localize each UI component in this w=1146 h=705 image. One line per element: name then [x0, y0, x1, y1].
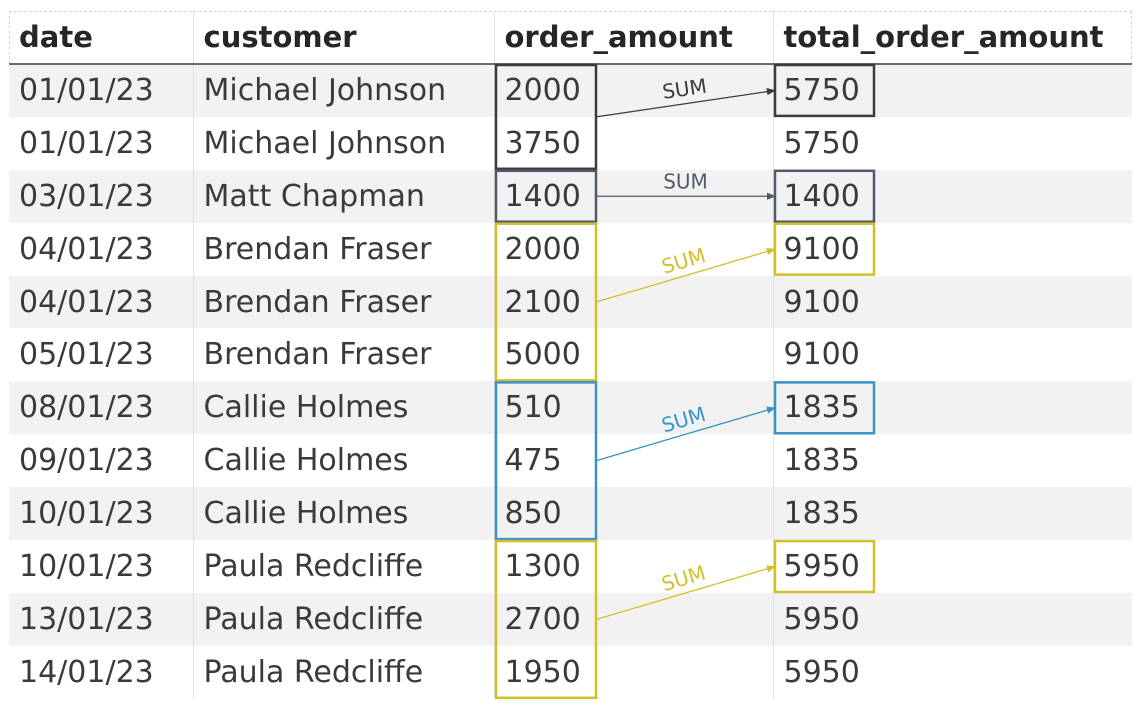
header-date: date — [9, 11, 193, 65]
table-row: 14/01/23 Paula Redcliffe 1950 5950 — [9, 645, 1132, 699]
table-row: 10/01/23 Callie Holmes 850 1835 — [9, 487, 1132, 541]
table-row: 08/01/23 Callie Holmes 510 1835 — [9, 381, 1132, 435]
orders-table: date customer order_amount total_order_a… — [9, 11, 1132, 699]
cell-total-order-amount: 9100 — [772, 275, 1132, 329]
cell-date: 10/01/23 — [9, 487, 193, 541]
cell-customer: Callie Holmes — [192, 434, 494, 488]
cell-customer: Michael Johnson — [192, 64, 494, 117]
header-customer: customer — [192, 11, 494, 65]
cell-order-amount: 5000 — [493, 328, 773, 382]
header-row: date customer order_amount total_order_a… — [9, 11, 1132, 65]
cell-date: 01/01/23 — [9, 64, 193, 117]
header-order-amount: order_amount — [493, 11, 773, 65]
cell-customer: Michael Johnson — [192, 116, 494, 170]
cell-customer: Brendan Fraser — [192, 328, 494, 382]
cell-total-order-amount: 5950 — [772, 540, 1132, 593]
cell-date: 08/01/23 — [9, 381, 193, 435]
table-row: 09/01/23 Callie Holmes 475 1835 — [9, 434, 1132, 488]
cell-total-order-amount: 1835 — [772, 381, 1132, 435]
cell-customer: Brendan Fraser — [192, 275, 494, 329]
cell-customer: Paula Redcliffe — [192, 592, 494, 646]
cell-order-amount: 510 — [493, 381, 773, 435]
cell-date: 13/01/23 — [9, 592, 193, 646]
table-row: 03/01/23 Matt Chapman 1400 1400 — [9, 169, 1132, 223]
cell-total-order-amount: 5950 — [772, 645, 1132, 699]
cell-date: 01/01/23 — [9, 116, 193, 170]
header-total-order-amount: total_order_amount — [772, 11, 1132, 65]
cell-date: 03/01/23 — [9, 169, 193, 223]
cell-order-amount: 1400 — [493, 169, 773, 223]
cell-order-amount: 2000 — [493, 64, 773, 117]
table-row: 04/01/23 Brendan Fraser 2000 9100 — [9, 222, 1132, 276]
table-row: 13/01/23 Paula Redcliffe 2700 5950 — [9, 592, 1132, 646]
cell-customer: Brendan Fraser — [192, 222, 494, 276]
cell-date: 10/01/23 — [9, 540, 193, 593]
cell-order-amount: 2700 — [493, 592, 773, 646]
table-row: 05/01/23 Brendan Fraser 5000 9100 — [9, 328, 1132, 382]
table-body: 01/01/23 Michael Johnson 2000 5750 01/01/23 M… — [9, 64, 1132, 699]
cell-order-amount: 3750 — [493, 116, 773, 170]
table-header: date customer order_amount total_order_a… — [9, 11, 1132, 65]
cell-date: 04/01/23 — [9, 222, 193, 276]
cell-order-amount: 850 — [493, 487, 773, 541]
cell-total-order-amount: 1400 — [772, 169, 1132, 223]
cell-customer: Callie Holmes — [192, 487, 494, 541]
cell-total-order-amount: 5750 — [772, 64, 1132, 117]
cell-date: 09/01/23 — [9, 434, 193, 488]
cell-date: 04/01/23 — [9, 275, 193, 329]
cell-order-amount: 1300 — [493, 540, 773, 593]
cell-customer: Paula Redcliffe — [192, 540, 494, 593]
cell-total-order-amount: 9100 — [772, 328, 1132, 382]
cell-order-amount: 1950 — [493, 645, 773, 699]
cell-total-order-amount: 9100 — [772, 222, 1132, 276]
table-row: 01/01/23 Michael Johnson 2000 5750 — [9, 64, 1132, 117]
cell-order-amount: 475 — [493, 434, 773, 488]
table-row: 04/01/23 Brendan Fraser 2100 9100 — [9, 275, 1132, 329]
table-row: 01/01/23 Michael Johnson 3750 5750 — [9, 116, 1132, 170]
cell-date: 05/01/23 — [9, 328, 193, 382]
cell-date: 14/01/23 — [9, 645, 193, 699]
table-row: 10/01/23 Paula Redcliffe 1300 5950 — [9, 540, 1132, 593]
cell-customer: Paula Redcliffe — [192, 645, 494, 699]
cell-customer: Callie Holmes — [192, 381, 494, 435]
cell-order-amount: 2000 — [493, 222, 773, 276]
cell-total-order-amount: 5750 — [772, 116, 1132, 170]
cell-order-amount: 2100 — [493, 275, 773, 329]
cell-total-order-amount: 1835 — [772, 434, 1132, 488]
cell-total-order-amount: 5950 — [772, 592, 1132, 646]
cell-total-order-amount: 1835 — [772, 487, 1132, 541]
cell-customer: Matt Chapman — [192, 169, 494, 223]
